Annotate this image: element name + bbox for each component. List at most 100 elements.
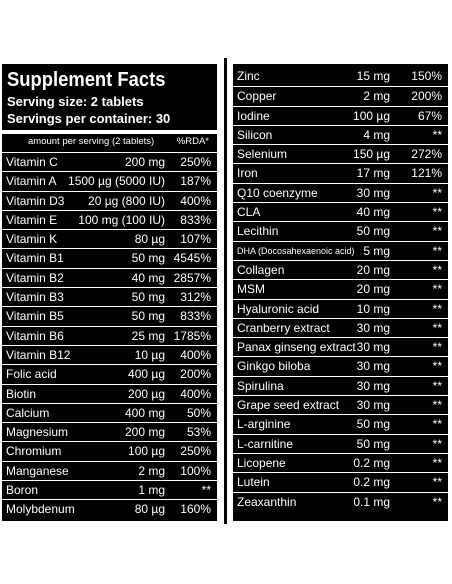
table-row: Iron 17 mg 121% (233, 163, 448, 182)
table-row: Chromium 100 µg 250% (2, 441, 217, 460)
nutrient-rda: 150% (411, 69, 442, 83)
nutrient-rda: 400% (180, 347, 211, 362)
nutrient-rda: 50% (186, 405, 211, 420)
nutrient-rda: 160% (180, 502, 211, 517)
nutrient-name: Lecithin (237, 224, 279, 239)
nutrient-amount: 200 µg (128, 386, 165, 401)
nutrient-name: Iodine (237, 108, 270, 123)
table-row: MSM 20 mg ** (233, 279, 448, 298)
nutrient-name: Licopene (237, 455, 286, 470)
nutrient-rda: ** (432, 262, 442, 277)
table-row: Licopene 0.2 mg ** (233, 452, 448, 472)
nutrient-name: L-carnitine (237, 436, 294, 451)
supplement-facts-panel-left: Supplement Facts Serving size: 2 tablets… (2, 64, 217, 521)
nutrient-name: Manganese (6, 463, 69, 478)
nutrient-amount: 1 mg (138, 483, 165, 498)
nutrient-amount: 25 mg (131, 328, 165, 343)
table-row: Hyaluronic acid 10 mg ** (233, 298, 448, 318)
nutrient-name: Vitamin E (6, 212, 58, 227)
nutrient-rda: ** (432, 224, 442, 239)
nutrient-rda: ** (432, 475, 442, 490)
nutrient-rda: 121% (411, 166, 442, 181)
serving-size: Serving size: 2 tablets (7, 94, 144, 109)
nutrient-amount: 10 mg (356, 301, 390, 316)
nutrient-name: Vitamin B12 (6, 347, 71, 362)
nutrient-amount: 20 µg (800 IU) (88, 193, 165, 208)
table-row: Grape seed extract 30 mg ** (233, 395, 448, 414)
nutrient-name: Biotin (6, 386, 37, 401)
nutrient-table-left: Vitamin C 200 mg 250% Vitamin A 1500 µg (500… (2, 152, 217, 519)
nutrient-amount: 100 mg (100 IU) (78, 212, 165, 227)
thick-rule (2, 130, 217, 134)
nutrient-amount: 50 mg (356, 436, 390, 451)
nutrient-amount: 1500 µg (5000 IU) (68, 174, 165, 189)
table-row: L-carnitine 50 mg ** (233, 433, 448, 453)
nutrient-amount: 40 mg (356, 205, 390, 220)
table-row: Vitamin B5 50 mg 833% (2, 306, 217, 325)
nutrient-name: Cranberry extract (237, 320, 330, 335)
table-row: Cranberry extract 30 mg ** (233, 317, 448, 337)
table-row: Q10 coenzyme 30 mg ** (233, 182, 448, 202)
nutrient-rda: ** (432, 359, 442, 374)
nutrient-amount: 30 mg (356, 398, 390, 413)
nutrient-amount: 30 mg (356, 320, 390, 335)
supplement-facts-panel-right: Zinc 15 mg 150% Copper 2 mg 200% Iodine 100 µg 6… (233, 64, 448, 521)
nutrient-name: Magnesium (6, 425, 69, 440)
nutrient-rda: ** (432, 243, 442, 258)
nutrient-name: Q10 coenzyme (237, 185, 318, 200)
nutrient-rda: ** (432, 340, 442, 355)
table-row: Magnesium 200 mg 53% (2, 422, 217, 441)
table-row: Vitamin B12 10 µg 400% (2, 344, 217, 364)
nutrient-name: Vitamin B1 (6, 251, 64, 266)
nutrient-amount: 400 µg (128, 367, 165, 382)
table-row: Zinc 15 mg 150% (233, 67, 448, 86)
nutrient-name: Copper (237, 89, 277, 104)
table-row: Vitamin E 100 mg (100 IU) 833% (2, 209, 217, 229)
nutrient-table-right: Zinc 15 mg 150% Copper 2 mg 200% Iodine 100 µg 6… (233, 67, 448, 511)
nutrient-name: DHA (Docosahexaenoic acid) (237, 245, 355, 256)
nutrient-rda: 400% (180, 386, 211, 401)
nutrient-rda: 250% (180, 155, 211, 169)
nutrient-amount: 2 mg (138, 463, 165, 478)
nutrient-rda: ** (432, 494, 442, 509)
nutrient-name: Vitamin B5 (6, 309, 64, 324)
nutrient-amount: 50 mg (131, 290, 165, 305)
nutrient-name: Vitamin A (6, 174, 57, 189)
nutrient-amount: 50 mg (131, 251, 165, 266)
nutrient-rda: ** (432, 301, 442, 316)
table-row: Vitamin B2 40 mg 2857% (2, 267, 217, 287)
table-row: Vitamin C 200 mg 250% (2, 152, 217, 171)
nutrient-rda: 2857% (173, 270, 211, 285)
nutrient-rda: 1785% (173, 328, 211, 343)
nutrient-rda: ** (432, 417, 442, 432)
nutrient-name: Selenium (237, 147, 288, 162)
nutrient-rda: 200% (180, 367, 211, 382)
nutrient-rda: 67% (417, 108, 442, 123)
nutrient-name: Vitamin B2 (6, 270, 64, 285)
nutrient-name: Molybdenum (6, 502, 75, 517)
table-row: Vitamin B3 50 mg 312% (2, 287, 217, 306)
nutrient-name: Vitamin B3 (6, 290, 64, 305)
table-row: Lecithin 50 mg ** (233, 221, 448, 240)
nutrient-name: Zinc (237, 69, 260, 83)
nutrient-amount: 2 mg (363, 89, 390, 104)
nutrient-amount: 0.1 mg (353, 494, 390, 509)
nutrient-amount: 17 mg (356, 166, 390, 181)
nutrient-rda: 187% (180, 174, 211, 189)
nutrient-amount: 50 mg (131, 309, 165, 324)
nutrient-name: Boron (6, 483, 39, 498)
table-row: Folic acid 400 µg 200% (2, 364, 217, 383)
nutrient-rda: ** (432, 398, 442, 413)
servings-per-container: Servings per container: 30 (7, 111, 171, 126)
table-row: Zeaxanthin 0.1 mg ** (233, 491, 448, 511)
table-header: amount per serving (2 tablets) %RDA* (2, 134, 217, 151)
nutrient-name: Ginkgo biloba (237, 359, 311, 374)
nutrient-name: Folic acid (6, 367, 57, 382)
table-row: Vitamin B6 25 mg 1785% (2, 325, 217, 345)
nutrient-name: Chromium (6, 444, 62, 459)
column-divider (224, 58, 227, 524)
nutrient-rda: ** (432, 185, 442, 200)
nutrient-amount: 10 µg (134, 347, 165, 362)
nutrient-name: Vitamin B6 (6, 328, 64, 343)
header-amount: amount per serving (2 tablets) (28, 136, 155, 147)
